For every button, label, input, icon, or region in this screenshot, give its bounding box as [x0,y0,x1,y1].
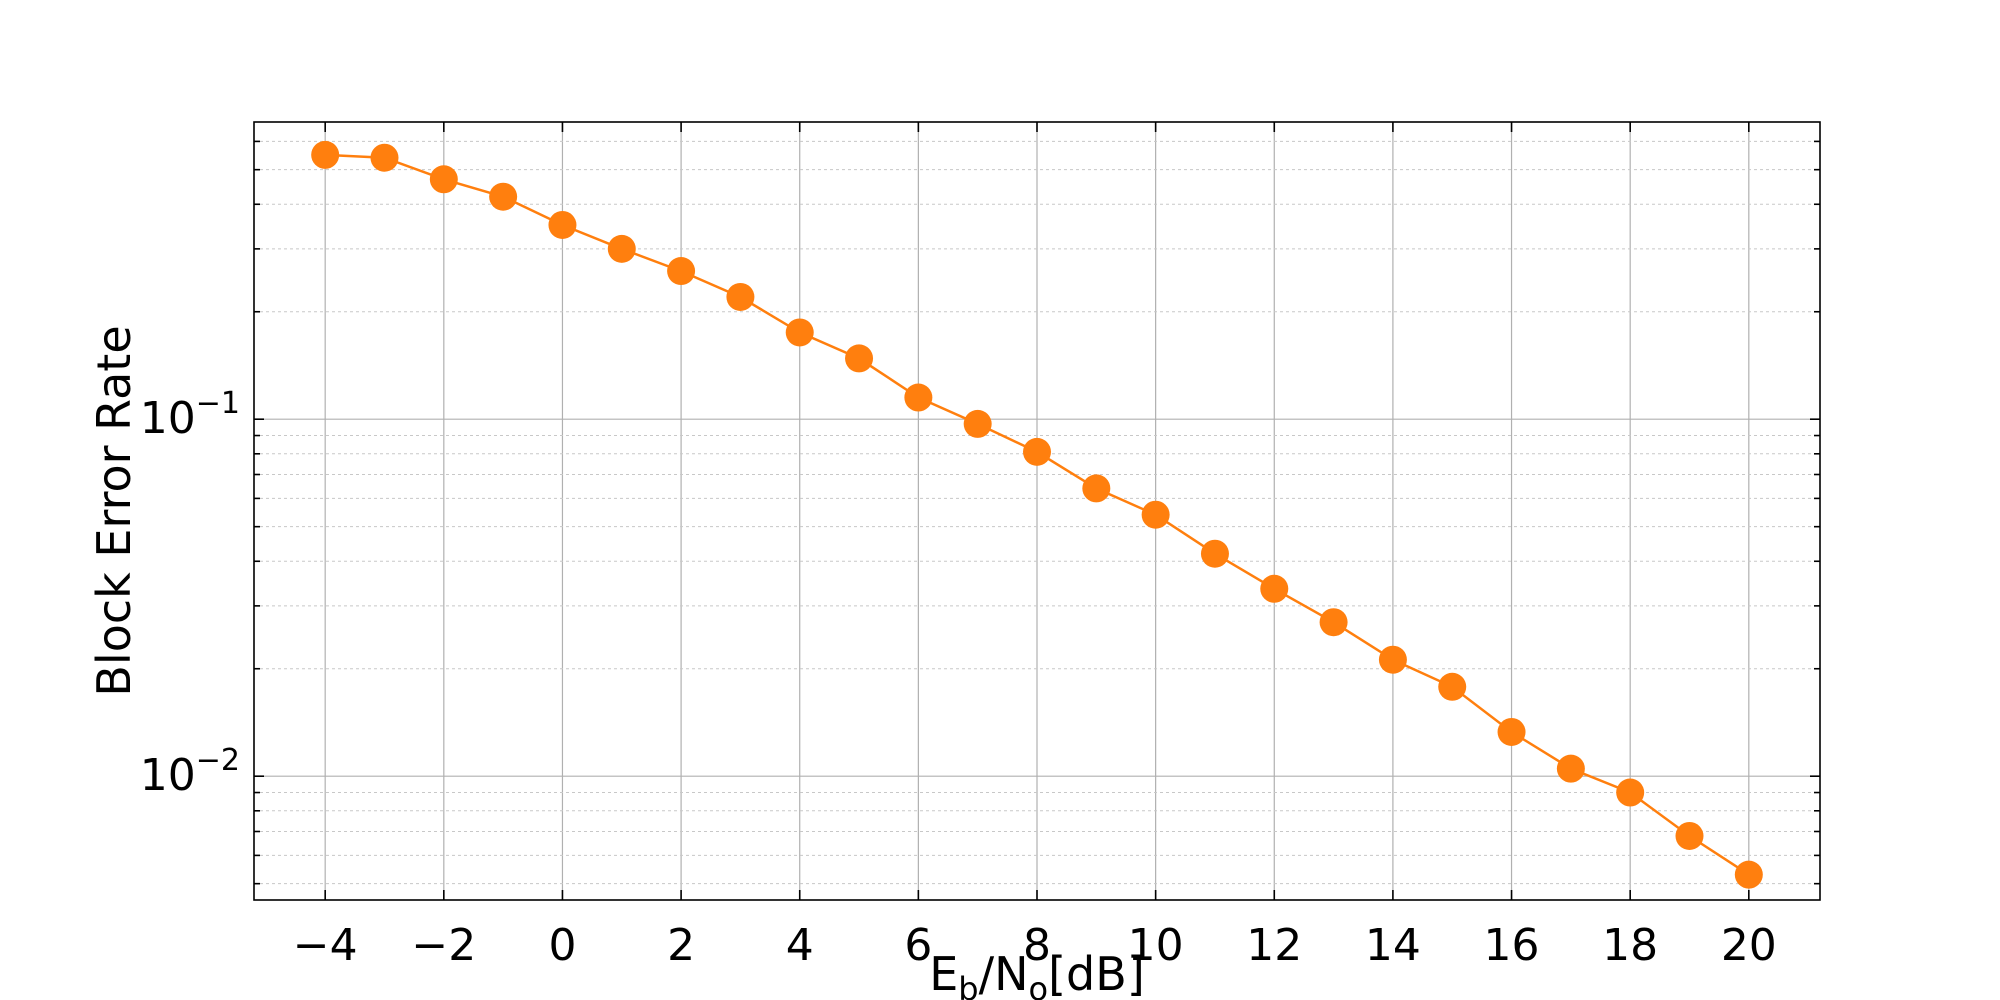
x-tick-label: 6 [904,920,932,971]
data-point [667,257,696,286]
x-tick-label: 4 [786,920,814,971]
data-point [1675,821,1704,850]
x-tick-label: 14 [1365,920,1421,971]
data-point [1260,574,1289,603]
data-point [1734,860,1763,889]
y-tick-label: 10−2 [140,743,240,801]
x-tick-label: 12 [1246,920,1302,971]
x-tick-labels: −4 −2 0 2 4 6 8 10 12 14 16 18 20 [293,920,1777,971]
data-point [1200,539,1229,568]
data-point [1497,717,1526,746]
data-point [607,234,636,263]
y-tick-label: 10−1 [140,386,240,444]
x-tick-label: 2 [667,920,695,971]
x-tick-label: 8 [1023,920,1051,971]
data-point [904,383,933,412]
data-point [311,140,340,169]
data-point [1141,500,1170,529]
x-tick-label: 20 [1721,920,1777,971]
data-point [1378,645,1407,674]
x-tick-label: 0 [548,920,576,971]
data-point [1023,437,1051,466]
data-point [785,318,814,347]
y-tick-labels: 10−1 10−2 [140,386,240,801]
x-tick-label: 18 [1602,920,1658,971]
axis-ticks [254,122,1820,900]
data-point [370,143,399,172]
data-point [429,165,458,194]
data-point [1082,474,1111,503]
grid [254,122,1820,900]
y-axis-label: Block Error Rate [87,325,141,696]
data-point [1438,672,1467,701]
x-tick-label: −2 [411,920,476,971]
series-layer [311,140,1763,889]
x-tick-label: 10 [1128,920,1184,971]
data-point [489,182,518,211]
data-point [963,409,992,438]
data-point [845,344,874,373]
data-point [1556,754,1585,783]
x-tick-label: −4 [293,920,358,971]
data-point [726,282,755,311]
data-point [1616,778,1645,807]
x-tick-label: 16 [1484,920,1540,971]
x-axis-label: Eb/No[dB] [929,947,1145,1000]
data-point [548,210,577,239]
plot-frame [253,121,1821,901]
data-point [1319,608,1348,637]
